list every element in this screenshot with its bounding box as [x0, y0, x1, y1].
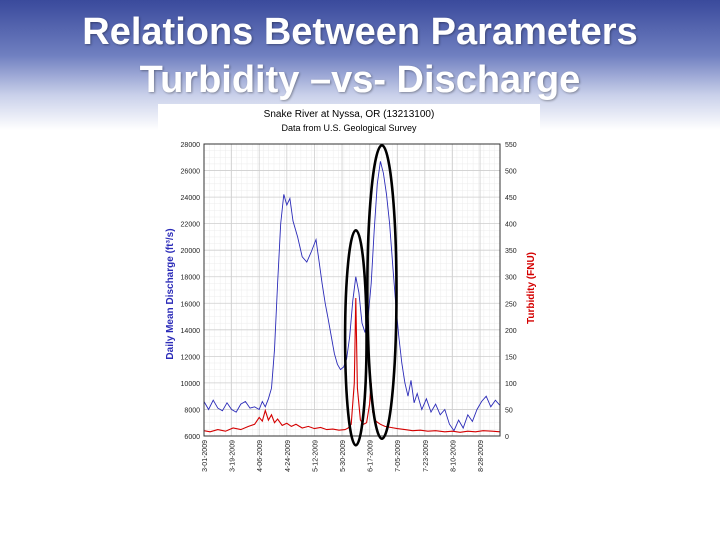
- x-tick-label: 8-10-2009: [450, 440, 457, 472]
- annotation-ellipses: [343, 144, 398, 447]
- x-tick-label: 4-24-2009: [285, 440, 292, 472]
- y2-tick-label: 250: [505, 301, 517, 308]
- y-tick-label: 16000: [181, 301, 201, 308]
- y-tick-label: 26000: [181, 169, 201, 176]
- y-tick-label: 28000: [181, 142, 201, 149]
- x-tick-label: 3-19-2009: [230, 440, 237, 472]
- x-tick-label: 6-17-2009: [368, 440, 375, 472]
- y-tick-label: 12000: [181, 354, 201, 361]
- y2-tick-label: 550: [505, 142, 517, 149]
- chart-svg: Snake River at Nyssa, OR (13213100) Data…: [165, 109, 537, 472]
- y2-tick-label: 100: [505, 381, 517, 388]
- x-tick-label: 7-05-2009: [395, 440, 402, 472]
- turbidity-series: [203, 297, 501, 433]
- x-tick-label: 5-12-2009: [312, 440, 319, 472]
- y-tick-label: 20000: [181, 248, 201, 255]
- chart-subtitle: Data from U.S. Geological Survey: [281, 123, 417, 133]
- y2-tick-label: 350: [505, 248, 517, 255]
- y-tick-label: 14000: [181, 328, 201, 335]
- y2-tick-label: 200: [505, 328, 517, 335]
- chart-panel: Snake River at Nyssa, OR (13213100) Data…: [158, 104, 540, 480]
- y2-tick-label: 50: [505, 407, 513, 414]
- discharge-series: [203, 161, 501, 432]
- y-axis-label: Daily Mean Discharge (ft³/s): [165, 228, 176, 359]
- y-tick-label: 18000: [181, 275, 201, 282]
- x-tick-label: 4-06-2009: [257, 440, 264, 472]
- discharge-line: [203, 161, 501, 432]
- y-tick-label: 22000: [181, 222, 201, 229]
- y2-tick-label: 150: [505, 354, 517, 361]
- title-line-1: Relations Between Parameters: [82, 11, 638, 53]
- y2-tick-label: 500: [505, 169, 517, 176]
- y2-tick-label: 300: [505, 275, 517, 282]
- y2-tick-label: 400: [505, 222, 517, 229]
- y-tick-label: 8000: [184, 407, 200, 414]
- slide-title: Relations Between Parameters Turbidity –…: [0, 8, 720, 104]
- title-line-2: Turbidity –vs- Discharge: [139, 59, 581, 101]
- x-tick-label: 3-01-2009: [202, 440, 209, 472]
- x-tick-label: 8-28-2009: [478, 440, 485, 472]
- y-tick-label: 6000: [184, 434, 200, 441]
- y2-tick-label: 450: [505, 195, 517, 202]
- x-tick-label: 7-23-2009: [423, 440, 430, 472]
- turbidity-line: [203, 297, 501, 433]
- y2-axis-label: Turbidity (FNU): [526, 252, 537, 324]
- grid: [203, 143, 500, 437]
- y-tick-label: 24000: [181, 195, 201, 202]
- x-tick-label: 5-30-2009: [340, 440, 347, 472]
- y-tick-label: 10000: [181, 381, 201, 388]
- chart-title: Snake River at Nyssa, OR (13213100): [264, 109, 435, 120]
- y2-tick-label: 0: [505, 434, 509, 441]
- highlight-ellipse-1: [343, 228, 368, 447]
- highlight-ellipse-2: [366, 144, 398, 440]
